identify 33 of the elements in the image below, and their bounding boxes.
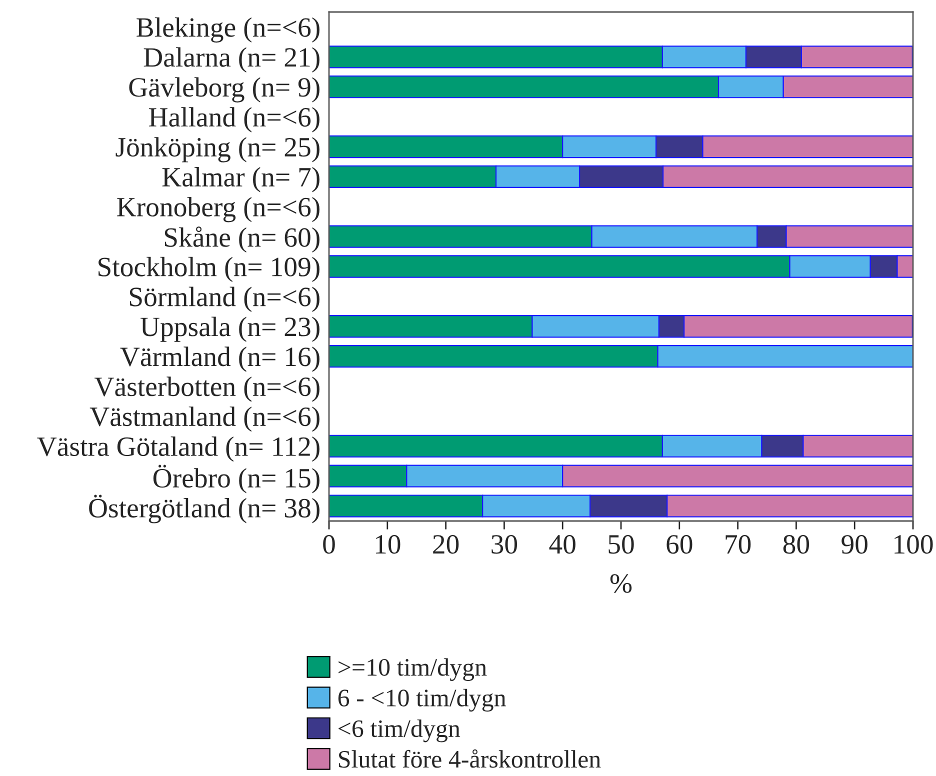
x-tick-label: 20: [433, 534, 459, 554]
legend-label: >=10 tim/dygn: [338, 658, 487, 681]
x-tick-label: 30: [492, 534, 518, 554]
y-tick-label: Örebro (n= 15): [153, 464, 320, 494]
x-tick-label: 100: [894, 534, 933, 554]
y-tick-label: Halland (n=<6): [148, 107, 320, 132]
legend-label: 6 - <10 tim/dygn: [338, 688, 506, 712]
x-tick-label: 90: [842, 534, 868, 554]
y-tick-label: Stockholm (n= 109): [98, 256, 320, 282]
y-tick-label: Västra Götaland (n= 112): [37, 436, 320, 462]
legend-label: Slutat före 4-årskontrollen: [339, 749, 601, 768]
x-axis-title: %: [610, 574, 632, 593]
y-tick-label: Kronoberg (n=<6): [117, 196, 320, 222]
y-tick-label: Skåne (n= 60): [164, 226, 320, 253]
y-tick-label: Uppsala (n= 23): [140, 316, 320, 342]
x-tick-label: 10: [376, 534, 400, 554]
x-tick-label: 60: [666, 534, 692, 554]
y-tick-label: Kalmar (n= 7): [162, 167, 320, 192]
y-tick-label: Dalarna (n= 21): [144, 47, 320, 72]
y-tick-label: Sörmland (n=<6): [130, 286, 320, 312]
y-tick-label: Jönköping (n= 25): [116, 137, 320, 162]
x-tick-label: 50: [608, 534, 634, 554]
y-tick-label: Blekinge (n=<6): [136, 17, 320, 43]
y-tick-label: Västmanland (n=<6): [90, 406, 320, 432]
y-tick-label: Västerbotten (n=<6): [94, 376, 320, 402]
x-tick-label: 40: [549, 534, 576, 554]
x-tick-label: 70: [726, 534, 751, 554]
y-tick-label: Gävleborg (n= 9): [129, 77, 320, 102]
legend-label: <6 tim/dygn: [338, 720, 460, 742]
x-tick-label: 0: [323, 534, 335, 554]
x-tick-label: 80: [783, 534, 810, 554]
y-tick-label: Värmland (n= 16): [120, 346, 320, 372]
y-tick-label: Östergötland (n= 38): [89, 494, 320, 524]
